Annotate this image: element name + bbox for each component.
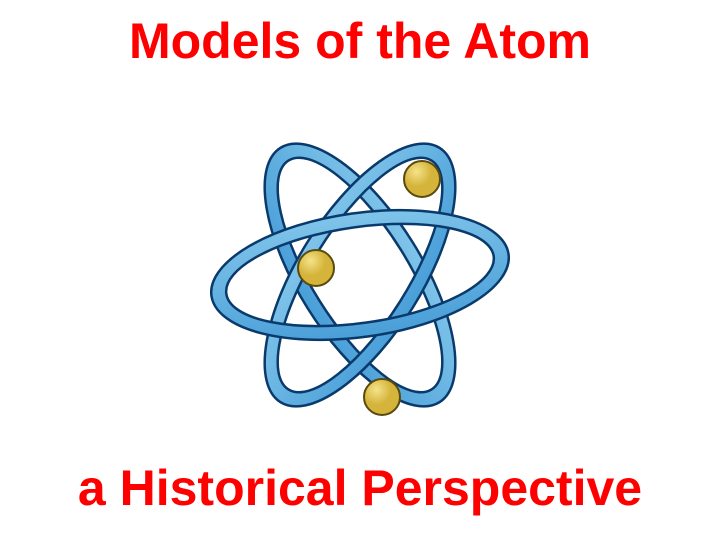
orbit-group	[203, 115, 517, 435]
orbit-ring	[203, 193, 517, 358]
electron	[404, 161, 440, 197]
atom-icon	[190, 95, 530, 435]
page-title-bottom: a Historical Perspective	[78, 461, 642, 516]
page-title-top: Models of the Atom	[129, 14, 591, 69]
atom-diagram-container	[190, 69, 530, 461]
electron	[298, 250, 334, 286]
electron	[364, 379, 400, 415]
